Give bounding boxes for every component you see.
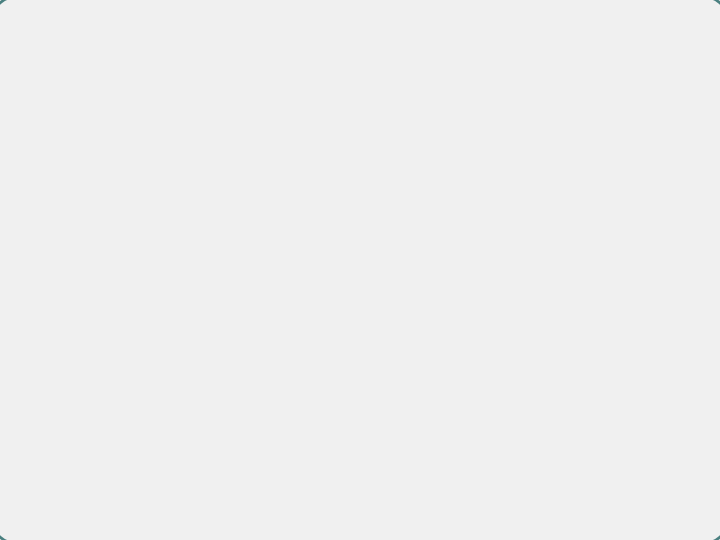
Text: World of Chemistry: World of Chemistry <box>169 520 264 530</box>
Text: Freezing point: Freezing point <box>529 335 637 350</box>
Ellipse shape <box>308 90 320 100</box>
Text: Zumdahl Zumdahl. De Coste.: Zumdahl Zumdahl. De Coste. <box>29 520 176 530</box>
Bar <box>117 111 135 486</box>
Text: 100 °C: 100 °C <box>337 195 389 210</box>
Bar <box>119 340 123 489</box>
Text: 32 °F: 32 °F <box>145 335 186 350</box>
Ellipse shape <box>294 480 339 514</box>
Bar <box>308 111 325 486</box>
Text: . 2002. page 136: . 2002. page 136 <box>256 520 338 530</box>
Text: 100
Celsius
degrees: 100 Celsius degrees <box>397 224 456 279</box>
Text: Boiling point: Boiling point <box>529 195 625 210</box>
Text: 212 °F: 212 °F <box>145 195 196 210</box>
Bar <box>119 340 133 489</box>
Ellipse shape <box>112 83 140 112</box>
Text: Temperature Scales: Temperature Scales <box>65 26 374 57</box>
Bar <box>310 340 324 489</box>
Ellipse shape <box>302 83 331 112</box>
Bar <box>310 340 314 489</box>
Ellipse shape <box>117 90 129 100</box>
Ellipse shape <box>104 480 148 514</box>
Text: 180
Fahrenheit
degrees: 180 Fahrenheit degrees <box>209 224 286 279</box>
Text: 0 °C: 0 °C <box>337 335 369 350</box>
